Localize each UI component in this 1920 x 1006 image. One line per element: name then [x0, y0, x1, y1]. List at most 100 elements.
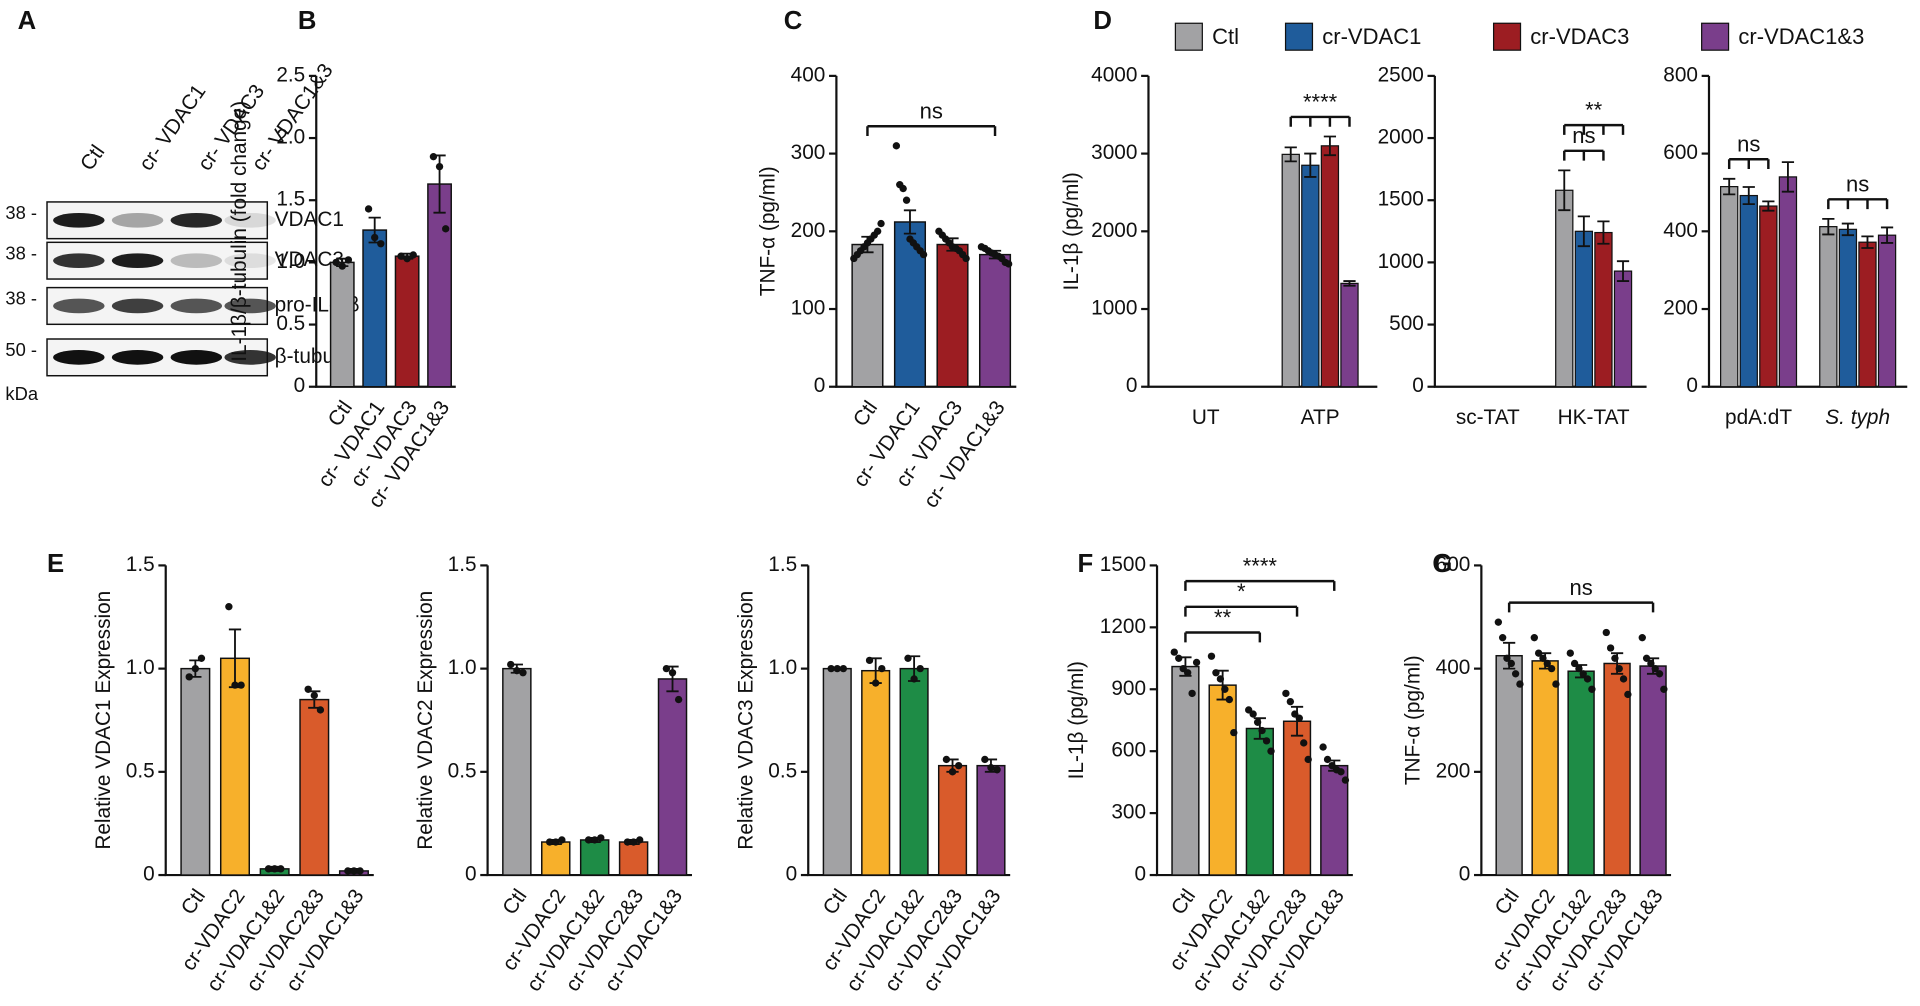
blot-row-label: VDAC3	[275, 248, 344, 271]
y-tick-label: 0.5	[276, 312, 305, 335]
data-point	[1323, 755, 1332, 764]
data-point	[310, 691, 318, 700]
bar	[394, 255, 420, 388]
data-point	[316, 706, 325, 714]
bar	[1301, 164, 1320, 388]
data-point	[1530, 633, 1538, 642]
data-point	[668, 669, 677, 677]
legend-swatch	[1174, 22, 1203, 51]
data-point	[1295, 714, 1303, 722]
data-point	[948, 768, 957, 776]
band	[224, 212, 276, 228]
y-tick-label: 800	[1663, 63, 1698, 86]
bar	[937, 764, 968, 876]
significance-label: **	[1585, 97, 1603, 122]
data-point	[442, 225, 450, 233]
data-point	[1655, 670, 1664, 678]
x-tick-label: S. typh	[1825, 406, 1890, 429]
data-point	[429, 153, 438, 161]
y-tick-label: 500	[1389, 312, 1424, 335]
bar	[1639, 665, 1667, 876]
panel-letter: C	[784, 7, 803, 35]
data-point	[1230, 728, 1238, 737]
data-point	[1602, 628, 1610, 637]
data-point	[304, 685, 312, 693]
y-tick-label: 300	[1111, 801, 1146, 824]
data-point	[1611, 654, 1619, 662]
y-tick-label: 2000	[1378, 126, 1424, 149]
bar	[1567, 670, 1595, 876]
y-tick-label: 0.5	[768, 759, 797, 782]
data-point	[1507, 659, 1515, 668]
y-tick-label: 0.5	[126, 759, 155, 782]
y-tick-label: 0	[143, 863, 155, 886]
significance-label: *	[1237, 579, 1246, 604]
bar	[1778, 176, 1798, 388]
panel-letter: G	[1432, 550, 1452, 578]
data-point	[1539, 654, 1547, 662]
data-point	[1258, 726, 1266, 735]
data-point	[344, 256, 353, 264]
data-point	[1494, 618, 1503, 626]
data-point	[1624, 690, 1632, 699]
band	[53, 298, 105, 314]
bar	[657, 678, 688, 876]
data-point	[545, 838, 554, 846]
data-point	[1498, 633, 1507, 642]
bar	[1877, 234, 1897, 388]
y-tick-label: 0	[1412, 374, 1424, 397]
significance-label: ns	[1846, 172, 1869, 197]
data-point	[356, 867, 364, 875]
significance-bracket	[1184, 631, 1262, 643]
bar	[1858, 241, 1877, 388]
y-tick-label: 0	[1126, 374, 1138, 397]
marker-label: 38 -	[5, 242, 37, 263]
data-point	[892, 142, 901, 150]
data-point	[1170, 648, 1178, 656]
bar	[1574, 230, 1594, 388]
bar	[329, 261, 355, 388]
data-point	[225, 603, 233, 611]
data-point	[1642, 654, 1651, 662]
data-point	[1004, 260, 1013, 268]
y-axis-label: TNF-α (pg/ml)	[1402, 655, 1425, 785]
data-point	[1638, 633, 1646, 642]
data-point	[1511, 670, 1520, 678]
blot-box	[46, 201, 269, 240]
y-tick-label: 200	[1436, 759, 1471, 782]
bar	[502, 667, 532, 876]
data-point	[1606, 644, 1615, 652]
band	[53, 350, 105, 365]
y-tick-label: 0	[1459, 863, 1471, 886]
bar	[1171, 665, 1200, 876]
data-point	[507, 660, 515, 669]
band	[170, 212, 223, 228]
data-point	[338, 262, 346, 270]
significance-bracket	[1184, 579, 1336, 591]
data-point	[833, 664, 841, 673]
data-point	[1188, 689, 1196, 698]
bar	[1838, 228, 1858, 388]
data-point	[1225, 695, 1234, 704]
band	[224, 253, 276, 269]
significance-bracket	[866, 125, 997, 137]
panel-letter: E	[47, 550, 64, 578]
bar	[219, 657, 251, 876]
band	[53, 253, 105, 269]
y-tick-label: 400	[791, 63, 826, 86]
y-tick-label: 0	[465, 863, 477, 886]
x-tick-label: HK-TAT	[1558, 406, 1630, 429]
marker-label: 38 -	[5, 202, 37, 223]
data-point	[1175, 654, 1183, 662]
legend-label: cr-VDAC1&3	[1738, 24, 1864, 49]
axis-line	[1707, 75, 1908, 388]
significance-label: **	[1214, 605, 1232, 630]
band	[111, 253, 164, 269]
data-point	[865, 656, 874, 665]
data-point	[1619, 675, 1628, 683]
band	[170, 253, 223, 269]
data-point	[552, 838, 560, 846]
data-point	[954, 761, 963, 770]
y-tick-label: 4000	[1091, 63, 1137, 86]
